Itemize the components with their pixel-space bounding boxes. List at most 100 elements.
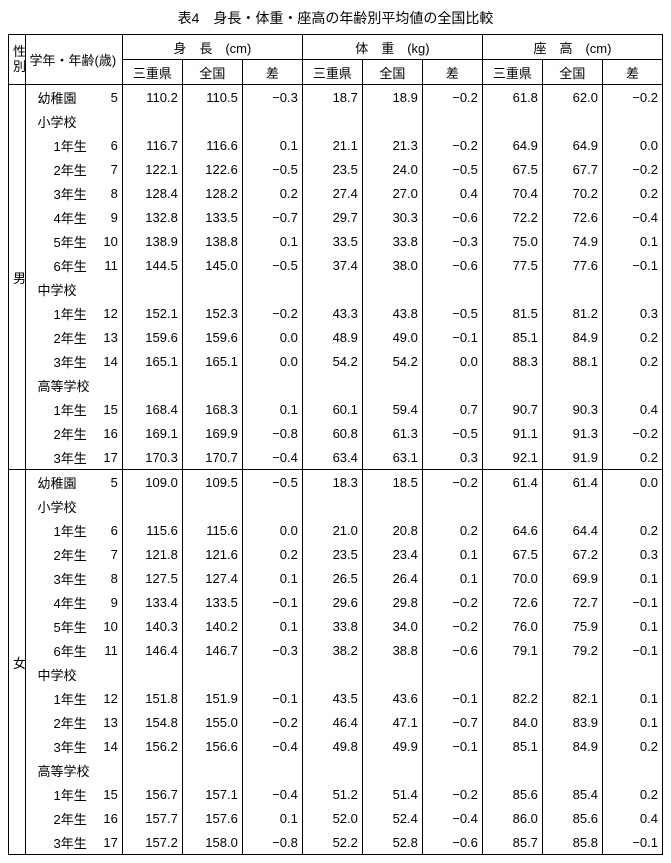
value-cell: 43.5 <box>302 686 362 710</box>
table-row: 1年生6116.7116.60.121.121.3−0.264.964.90.0 <box>9 133 663 157</box>
value-cell: 79.2 <box>542 638 602 662</box>
grade-label: 1年生 <box>25 301 97 325</box>
value-cell: −0.4 <box>242 782 302 806</box>
value-cell <box>242 109 302 133</box>
grade-label: 6年生 <box>25 253 97 277</box>
table-row: 3年生14165.1165.10.054.254.20.088.388.10.2 <box>9 349 663 373</box>
grade-label: 1年生 <box>25 133 97 157</box>
value-cell <box>242 277 302 301</box>
table-row: 小学校 <box>9 494 663 518</box>
value-cell: 47.1 <box>362 710 422 734</box>
value-cell: −0.5 <box>242 253 302 277</box>
value-cell: 52.8 <box>362 830 422 855</box>
age-cell: 12 <box>97 686 122 710</box>
value-cell: 37.4 <box>302 253 362 277</box>
value-cell: 43.3 <box>302 301 362 325</box>
value-cell: 0.2 <box>602 782 662 806</box>
value-cell: −0.1 <box>422 686 482 710</box>
value-cell: 26.5 <box>302 566 362 590</box>
value-cell: 46.4 <box>302 710 362 734</box>
value-cell: 81.5 <box>482 301 542 325</box>
value-cell: −0.6 <box>422 253 482 277</box>
value-cell: 0.0 <box>602 470 662 495</box>
value-cell: 132.8 <box>122 205 182 229</box>
value-cell: −0.5 <box>422 421 482 445</box>
value-cell <box>242 662 302 686</box>
value-cell: 0.1 <box>602 710 662 734</box>
value-cell: 29.8 <box>362 590 422 614</box>
value-cell <box>122 109 182 133</box>
value-cell <box>362 662 422 686</box>
table-row: 1年生15156.7157.1−0.451.251.4−0.285.685.40… <box>9 782 663 806</box>
value-cell: 61.4 <box>542 470 602 495</box>
value-cell: −0.7 <box>242 205 302 229</box>
value-cell: 122.1 <box>122 157 182 181</box>
value-cell: 115.6 <box>182 518 242 542</box>
value-cell: −0.1 <box>602 830 662 855</box>
value-cell: 91.9 <box>542 445 602 470</box>
age-cell: 14 <box>97 734 122 758</box>
age-cell <box>97 373 122 397</box>
value-cell: 121.6 <box>182 542 242 566</box>
value-cell: −0.6 <box>422 638 482 662</box>
grade-label: 中学校 <box>25 277 97 301</box>
age-cell: 12 <box>97 301 122 325</box>
value-cell: 38.0 <box>362 253 422 277</box>
value-cell: 0.4 <box>602 806 662 830</box>
sex-cell: 男 <box>9 85 26 470</box>
value-cell <box>122 494 182 518</box>
value-cell: 138.8 <box>182 229 242 253</box>
grade-label: 幼稚園 <box>25 470 97 495</box>
value-cell: 48.9 <box>302 325 362 349</box>
value-cell: 90.3 <box>542 397 602 421</box>
value-cell: 116.6 <box>182 133 242 157</box>
value-cell: 127.5 <box>122 566 182 590</box>
col-mie: 三重県 <box>122 60 182 85</box>
value-cell: 85.6 <box>482 782 542 806</box>
value-cell: −0.6 <box>422 205 482 229</box>
value-cell: 61.3 <box>362 421 422 445</box>
value-cell: 0.0 <box>422 349 482 373</box>
value-cell <box>182 494 242 518</box>
age-cell: 17 <box>97 830 122 855</box>
age-cell: 11 <box>97 253 122 277</box>
value-cell: 72.7 <box>542 590 602 614</box>
value-cell <box>122 277 182 301</box>
value-cell: 33.8 <box>302 614 362 638</box>
value-cell: 159.6 <box>122 325 182 349</box>
value-cell: 75.9 <box>542 614 602 638</box>
value-cell <box>302 494 362 518</box>
value-cell <box>182 277 242 301</box>
value-cell: 70.2 <box>542 181 602 205</box>
value-cell: 110.5 <box>182 85 242 110</box>
grade-label: 1年生 <box>25 782 97 806</box>
value-cell: 110.2 <box>122 85 182 110</box>
value-cell: −0.6 <box>422 830 482 855</box>
value-cell: 165.1 <box>182 349 242 373</box>
value-cell: 30.3 <box>362 205 422 229</box>
value-cell: 0.2 <box>602 445 662 470</box>
value-cell: 18.9 <box>362 85 422 110</box>
table-row: 5年生10140.3140.20.133.834.0−0.276.075.90.… <box>9 614 663 638</box>
value-cell: 140.3 <box>122 614 182 638</box>
value-cell: 72.2 <box>482 205 542 229</box>
value-cell: 0.1 <box>602 614 662 638</box>
value-cell: 60.8 <box>302 421 362 445</box>
value-cell: 43.8 <box>362 301 422 325</box>
value-cell: 121.8 <box>122 542 182 566</box>
value-cell: 82.2 <box>482 686 542 710</box>
value-cell: 84.9 <box>542 734 602 758</box>
value-cell: 75.0 <box>482 229 542 253</box>
age-cell <box>97 662 122 686</box>
grade-label: 高等学校 <box>25 758 97 782</box>
table-row: 4年生9132.8133.5−0.729.730.3−0.672.272.6−0… <box>9 205 663 229</box>
age-cell: 10 <box>97 614 122 638</box>
value-cell: 34.0 <box>362 614 422 638</box>
value-cell: 170.3 <box>122 445 182 470</box>
grade-label: 1年生 <box>25 397 97 421</box>
value-cell <box>422 109 482 133</box>
age-cell: 17 <box>97 445 122 470</box>
value-cell: 77.6 <box>542 253 602 277</box>
value-cell: 18.3 <box>302 470 362 495</box>
value-cell: 0.1 <box>242 806 302 830</box>
